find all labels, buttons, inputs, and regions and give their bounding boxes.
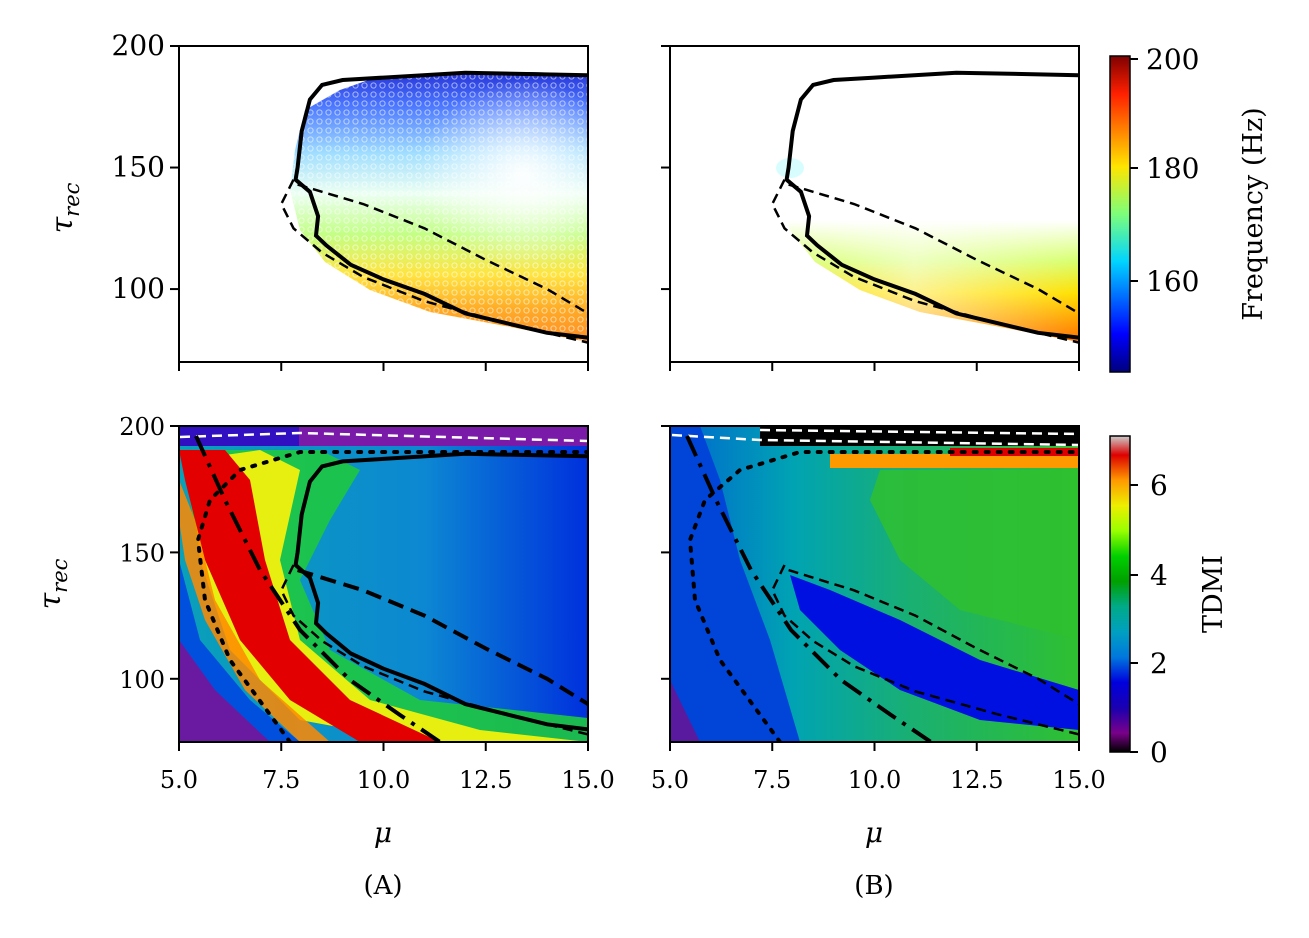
x-tick-label: 10.0 [848, 766, 901, 794]
colorbar-tdmi-tick: 0 [1150, 736, 1168, 769]
dashed-contour-a-bottom-2 [279, 564, 588, 736]
svg-text:τrec: τrec [33, 558, 72, 609]
panel-a-top-plot-area [279, 70, 588, 344]
panel-a-bottom-plot-area [179, 426, 588, 742]
x-axis-label-b: μ [865, 816, 883, 849]
dashed-contour-a-bottom-1 [297, 568, 588, 706]
y-axis-label-top: τrec [45, 182, 84, 233]
dashed-contour-a-top-1 [297, 183, 588, 315]
colorbar-tdmi: 6 4 2 0 TDMI [1109, 435, 1229, 769]
colorbar-tdmi-label: TDMI [1198, 555, 1229, 633]
colorbar-frequency-tick: 160 [1146, 265, 1199, 298]
panel-a-top [178, 45, 589, 363]
y-tick-label: 100 [112, 272, 165, 305]
x-tick-label: 5.0 [651, 766, 689, 794]
y-tick-label: 150 [119, 539, 165, 567]
x-tick-label: 15.0 [1052, 766, 1105, 794]
panel-a-bottom [178, 425, 589, 743]
colorbar-frequency-label: Frequency (Hz) [1238, 107, 1269, 320]
colorbar-tdmi-tick: 6 [1150, 469, 1168, 502]
panel-b-top [669, 45, 1080, 363]
dashed-contour-b-top-1 [788, 183, 1079, 315]
colorbar-tdmi-tick: 4 [1150, 559, 1168, 592]
x-tick-label: 12.5 [950, 766, 1003, 794]
y-tick-label: 100 [119, 666, 165, 694]
dashed-contour-b-bottom-1 [788, 568, 1079, 706]
dashed-contour-a-top-2 [279, 179, 588, 344]
dashed-contour-b-top-2 [770, 179, 1079, 344]
panel-b-bottom-plot-area [670, 426, 1079, 742]
x-tick-label: 7.5 [753, 766, 791, 794]
x-tick-label: 15.0 [561, 766, 614, 794]
y-tick-label: 200 [112, 29, 165, 62]
y-tick-label: 200 [119, 413, 165, 441]
x-axis-label-a: μ [374, 816, 392, 849]
axis-ticks: 200 150 100 5.0 7.5 10.0 12.5 15.0 200 150 100 5.0 7… [112, 29, 1106, 794]
colorbar-frequency-tick: 200 [1146, 43, 1199, 76]
colorbar-frequency: 200 180 160 Frequency (Hz) [1109, 43, 1269, 373]
panel-b-bottom [669, 425, 1080, 743]
colorbar-tdmi-tick: 2 [1150, 647, 1168, 680]
panel-b-top-plot-area [770, 70, 1079, 344]
x-tick-label: 5.0 [160, 766, 198, 794]
y-axis-label-bottom: τrec [33, 558, 72, 609]
x-tick-label: 12.5 [459, 766, 512, 794]
x-tick-label: 10.0 [357, 766, 410, 794]
panel-label-a: (A) [363, 871, 402, 901]
svg-text:τrec: τrec [45, 182, 84, 233]
y-tick-label: 150 [112, 151, 165, 184]
x-tick-label: 7.5 [262, 766, 300, 794]
dashed-contour-b-bottom-2 [770, 564, 1079, 736]
colorbar-frequency-tick: 180 [1146, 152, 1199, 185]
panel-label-b: (B) [854, 871, 893, 901]
